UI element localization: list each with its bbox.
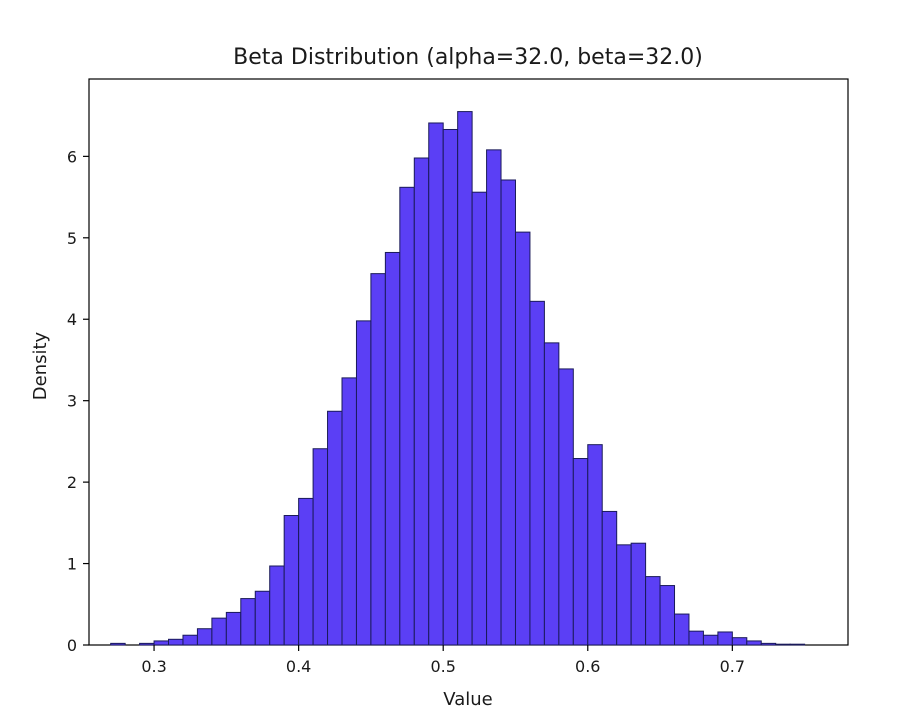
histogram-bar: [442, 128, 459, 646]
histogram-bar: [384, 251, 401, 646]
histogram-bar: [413, 157, 430, 646]
histogram-bar: [370, 273, 386, 646]
histogram-bar: [529, 300, 545, 646]
histogram-bar: [399, 186, 415, 646]
histogram-bar: [688, 630, 704, 646]
histogram-bar: [182, 634, 198, 646]
histogram-bar: [457, 111, 473, 646]
x-tick-label: 0.4: [286, 657, 311, 676]
histogram-bar: [139, 642, 155, 646]
y-tick-label: 0: [67, 636, 77, 655]
y-axis-label: Density: [30, 331, 51, 400]
x-tick-label: 0.6: [575, 657, 600, 676]
histogram-bar: [717, 631, 733, 646]
y-tick-label: 1: [67, 555, 77, 574]
histogram-bar: [702, 634, 719, 646]
histogram-bar: [616, 544, 632, 646]
histogram-bar: [674, 613, 690, 646]
y-tick-label: 3: [67, 392, 77, 411]
histogram-bar: [283, 515, 300, 646]
histogram-bar: [196, 628, 213, 646]
histogram-bar: [760, 642, 777, 646]
histogram-bar: [327, 410, 343, 646]
chart-title: Beta Distribution (alpha=32.0, beta=32.0…: [233, 45, 703, 70]
x-axis-label: Value: [443, 689, 492, 710]
histogram-bar: [746, 640, 762, 646]
histogram-bar: [153, 640, 170, 646]
histogram-bar: [587, 444, 603, 646]
y-tick-label: 6: [67, 147, 77, 166]
histogram-bar: [645, 576, 661, 646]
histogram-bar: [486, 149, 502, 646]
histogram-bar: [428, 122, 444, 646]
x-tick-label: 0.7: [720, 657, 745, 676]
x-axis-ticks: 0.3 0.4 0.5 0.6 0.7: [141, 645, 745, 676]
histogram-bar: [775, 643, 791, 646]
x-tick-label: 0.3: [141, 657, 166, 676]
y-tick-label: 5: [67, 229, 77, 248]
histogram-bar: [630, 542, 647, 646]
histogram-bar: [254, 590, 271, 646]
histogram-bar: [298, 497, 314, 646]
histogram-bar: [211, 617, 227, 646]
histogram-bar: [572, 458, 589, 646]
histogram-bar: [312, 448, 329, 646]
histogram-bar: [240, 598, 256, 646]
histogram-bar: [168, 638, 184, 646]
y-tick-label: 4: [67, 310, 77, 329]
histogram-bar: [789, 643, 806, 646]
histogram-bar: [731, 637, 748, 646]
histogram-bar: [558, 368, 574, 646]
histogram-bar: [500, 179, 516, 646]
bars-group: [110, 111, 806, 646]
histogram-bar: [269, 565, 285, 646]
y-tick-label: 2: [67, 473, 77, 492]
y-axis-ticks: 0 1 2 3 4 5 6: [67, 147, 89, 655]
x-tick-label: 0.5: [430, 657, 455, 676]
histogram-bar: [514, 231, 531, 646]
histogram-bar: [659, 585, 676, 646]
histogram-bar: [471, 191, 488, 646]
histogram-bar: [225, 611, 242, 646]
histogram-bar: [601, 510, 618, 646]
histogram-bar: [341, 377, 357, 646]
histogram-bar: [543, 342, 560, 646]
histogram-bar: [355, 320, 372, 646]
histogram-bar: [110, 642, 126, 646]
